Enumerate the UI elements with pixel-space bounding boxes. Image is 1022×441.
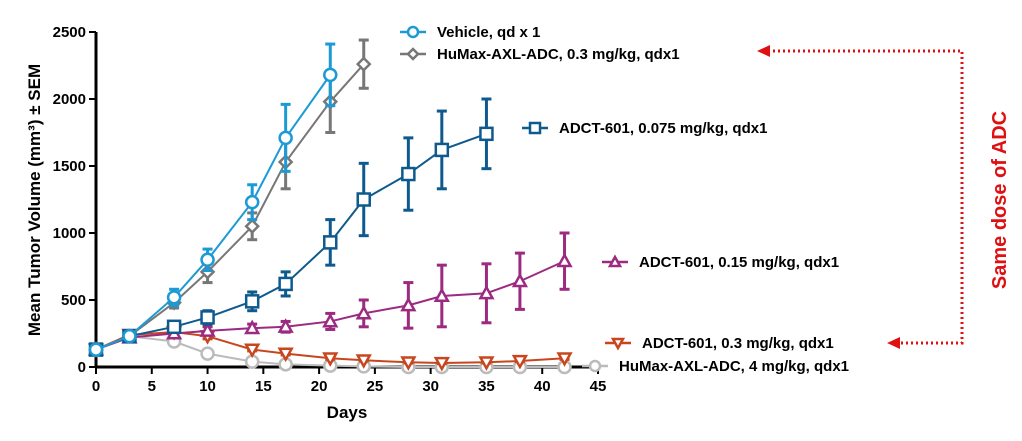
legend-label: ADCT-601, 0.075 mg/kg, qdx1 xyxy=(559,120,767,137)
legend-label: HuMax-AXL-ADC, 4 mg/kg, qdx1 xyxy=(619,358,849,375)
x-tick-label: 25 xyxy=(367,378,384,395)
y-tick-label: 2500 xyxy=(53,24,86,41)
marker-circle xyxy=(588,359,602,373)
marker-triangle-up xyxy=(556,252,573,268)
marker-triangle-up xyxy=(433,287,450,303)
legend-item: ADCT-601, 0.3 mg/kg, qdx1 xyxy=(605,335,834,352)
x-tick-label: 0 xyxy=(92,378,100,395)
marker-circle xyxy=(200,346,215,361)
y-tick-label: 2000 xyxy=(53,91,86,108)
marker-triangle-down xyxy=(277,347,294,363)
legend-item: Vehicle, qd x 1 xyxy=(400,24,540,41)
marker-circle xyxy=(166,290,182,305)
marker-triangle-up xyxy=(277,318,294,333)
marker-triangle-up xyxy=(355,304,372,320)
legend-label: ADCT-601, 0.15 mg/kg, qdx1 xyxy=(639,254,839,271)
legend-item: HuMax-AXL-ADC, 4 mg/kg, qdx1 xyxy=(582,358,849,375)
marker-diamond xyxy=(355,56,372,72)
marker-square xyxy=(528,121,542,135)
marker-square xyxy=(401,166,416,182)
marker-square xyxy=(434,142,450,158)
x-tick-label: 5 xyxy=(148,378,156,395)
x-tick-label: 15 xyxy=(255,378,272,395)
y-tick-label: 500 xyxy=(61,292,86,309)
marker-triangle-up xyxy=(511,272,529,288)
legend-item: ADCT-601, 0.075 mg/kg, qdx1 xyxy=(522,120,767,137)
series-line xyxy=(95,74,332,351)
marker-triangle-down xyxy=(244,343,261,359)
arrow-icon xyxy=(887,337,900,349)
marker-circle xyxy=(278,130,293,146)
y-tick-label: 1000 xyxy=(53,225,86,242)
x-axis-label: Days xyxy=(327,403,368,422)
marker-triangle-down xyxy=(511,354,529,370)
x-tick-label: 45 xyxy=(590,378,607,395)
legend-item: ADCT-601, 0.15 mg/kg, qdx1 xyxy=(602,254,839,271)
series-line xyxy=(95,63,365,351)
legend-label: Vehicle, qd x 1 xyxy=(437,24,540,41)
marker-square xyxy=(200,310,215,325)
legend-label: ADCT-601, 0.3 mg/kg, qdx1 xyxy=(642,335,834,352)
marker-circle xyxy=(406,25,420,39)
marker-square xyxy=(323,235,338,250)
marker-triangle-up xyxy=(400,296,417,312)
marker-square xyxy=(166,319,182,335)
marker-triangle-up xyxy=(322,312,339,328)
marker-triangle-up xyxy=(478,284,495,300)
y-axis-label: Mean Tumor Volume (mm³) ± SEM xyxy=(25,64,44,336)
marker-triangle-down xyxy=(478,356,495,371)
marker-triangle-up xyxy=(244,319,261,335)
x-tick-label: 40 xyxy=(534,378,551,395)
legend-item: HuMax-AXL-ADC, 0.3 mg/kg, qdx1 xyxy=(400,46,680,63)
marker-circle xyxy=(323,67,338,83)
marker-triangle-down xyxy=(400,356,417,371)
y-tick-label: 0 xyxy=(78,359,86,376)
marker-diamond xyxy=(244,218,260,235)
marker-triangle-down xyxy=(355,354,372,369)
x-tick-label: 10 xyxy=(199,378,216,395)
marker-triangle-up xyxy=(607,254,623,268)
marker-circle xyxy=(122,328,137,344)
x-tick-label: 35 xyxy=(478,378,495,395)
legend-label: HuMax-AXL-ADC, 0.3 mg/kg, qdx1 xyxy=(437,46,680,63)
marker-triangle-down xyxy=(610,337,626,351)
annotation-bracket xyxy=(768,49,964,345)
arrow-icon xyxy=(757,45,770,57)
marker-triangle-up xyxy=(199,322,216,337)
series-0 xyxy=(88,42,338,357)
y-tick-label: 1500 xyxy=(53,158,86,175)
marker-square xyxy=(479,126,494,142)
marker-square xyxy=(244,294,260,309)
marker-triangle-down xyxy=(322,352,339,367)
marker-diamond xyxy=(406,47,420,61)
marker-circle xyxy=(244,194,260,210)
annotation-text: Same dose of ADC xyxy=(989,111,1011,289)
marker-circle xyxy=(200,252,215,268)
series-1 xyxy=(88,38,372,358)
marker-square xyxy=(356,192,371,207)
marker-triangle-down xyxy=(433,356,450,372)
x-tick-label: 20 xyxy=(311,378,328,395)
marker-square xyxy=(278,276,293,292)
marker-circle xyxy=(88,342,104,357)
marker-triangle-down xyxy=(556,352,573,367)
x-tick-label: 30 xyxy=(422,378,439,395)
